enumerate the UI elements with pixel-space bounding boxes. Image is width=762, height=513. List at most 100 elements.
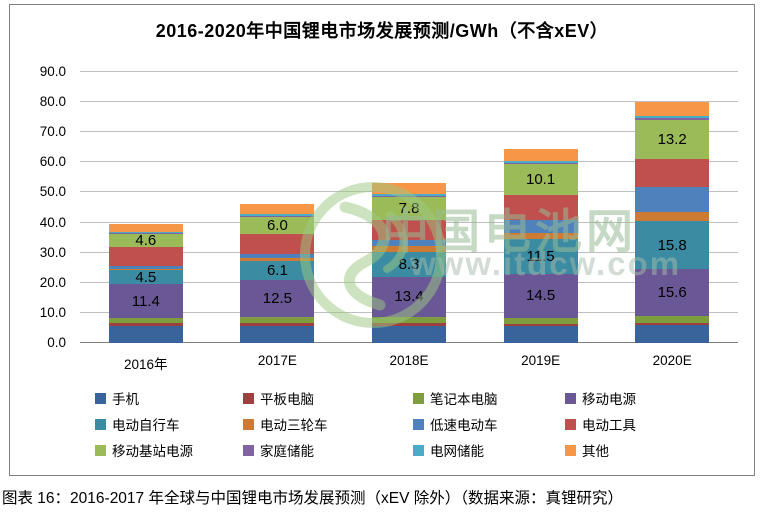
legend-item: 电动三轮车 [243,411,413,437]
legend-label: 手机 [112,392,139,407]
bar-segment [108,247,183,266]
bar-segment: 12.5 [240,279,315,318]
bar-segment [635,115,710,119]
legend-label: 笔记本电脑 [430,392,498,407]
legend-swatch [565,444,576,456]
bar-segment [372,326,446,343]
legend-label: 移动电源 [582,392,636,407]
gridline [80,71,738,72]
legend-item: 移动电源 [565,385,705,411]
y-axis-tick-label: 80.0 [39,94,66,110]
bar-segment [240,258,315,262]
y-axis-tick-label: 0.0 [47,335,66,350]
legend-swatch [95,418,106,430]
bar-segment: 4.6 [108,231,183,249]
legend-swatch [565,392,576,404]
bar-2016年: 11.4 4.5 4.6 [108,223,183,343]
gridline [80,161,738,163]
bar-segment: 8.3 [372,251,446,277]
bar-2018E: 13.4 8.3 7.8 [372,182,446,343]
bar-segment [503,233,578,240]
bar-2019E: 14.5 11.5 10.1 [503,149,578,343]
legend-item: 电网储能 [413,437,565,463]
bar-segment [240,323,315,327]
bar-segment [108,223,183,232]
x-axis-label: 2017E [257,353,297,368]
bar-segment [503,317,578,324]
gridline [80,131,738,133]
legend-item: 低速电动车 [413,411,565,437]
legend-label: 电动三轮车 [260,418,328,433]
bar-segment [240,234,315,254]
bar-segment [108,268,183,271]
bar-value-label: 4.6 [135,231,157,249]
bar-segment: 6.0 [240,216,315,235]
bar-segment [635,118,710,120]
bar-segment [240,253,315,259]
bar-segment [240,317,315,324]
bar-segment [635,322,710,325]
bar-2020E: 15.6 15.8 13.2 [635,102,710,343]
bar-value-label: 7.8 [398,199,420,217]
bar-segment: 6.1 [240,261,315,280]
bar-segment [108,326,183,343]
bar-value-label: 15.8 [657,236,687,254]
bar-value-label: 6.0 [266,216,288,234]
bar-value-label: 15.6 [657,283,687,301]
bar-segment [108,231,183,234]
legend-swatch [243,418,254,430]
bar-segment [503,160,578,163]
y-axis-tick-label: 30.0 [39,244,66,260]
bar-segment [372,323,446,327]
bar-segment [372,195,446,197]
legend-label: 平板电脑 [260,392,314,407]
chart-title: 2016-2020年中国锂电市场发展预测/GWh（不含xEV） [155,21,609,41]
bar-segment: 13.4 [372,276,446,318]
legend-swatch [243,392,254,404]
legend-label: 家庭储能 [260,444,314,459]
bar-segment [503,219,578,234]
legend-swatch [565,418,576,430]
legend: 手机 平板电脑 笔记本电脑 移动电源 电动自行车 电动三轮车 低速电动车 电动工具 移动基站电源… [95,385,705,463]
bar-segment [503,162,578,165]
legend-swatch [95,444,106,456]
legend-label: 电网储能 [430,444,484,459]
bar-value-label: 6.1 [266,262,288,280]
legend-label: 移动基站电源 [112,444,193,459]
bar-value-label: 12.5 [262,290,292,308]
x-axis-label: 2019E [521,353,561,368]
legend-item: 其他 [565,437,705,463]
y-axis-tick-label: 10.0 [39,304,66,320]
legend-label: 电动工具 [582,418,636,433]
bar-segment [372,239,446,246]
bar-value-label: 4.5 [135,268,157,286]
bar-segment [240,214,315,216]
legend-swatch [243,444,254,456]
y-axis-tick-label: 40.0 [39,214,66,230]
bar-segment [108,318,183,323]
legend-item: 移动基站电源 [95,437,243,463]
bar-value-label: 13.2 [657,131,687,148]
bar-segment [372,194,446,196]
x-axis-label: 2020E [652,353,692,368]
bar-segment [372,245,446,252]
bar-segment: 15.8 [635,221,710,269]
legend-swatch [413,418,424,430]
bar-segment [240,326,315,343]
bar-segment: 15.6 [635,268,710,316]
legend-swatch [95,392,106,404]
bar-value-label: 11.4 [131,292,160,310]
bar-segment [503,326,578,343]
bar-segment [372,220,446,240]
y-axis-tick-label: 50.0 [39,184,66,200]
y-axis-tick-label: 70.0 [39,124,66,140]
bar-segment [372,317,446,324]
bar-2017E: 12.5 6.1 6.0 [240,203,315,343]
legend-item: 笔记本电脑 [413,385,565,411]
bar-segment: 4.5 [108,268,183,286]
legend-label: 低速电动车 [430,418,498,433]
legend-item: 电动工具 [565,411,705,437]
bar-segment: 7.8 [372,196,446,221]
bar-segment [635,159,710,188]
bar-segment [635,102,710,116]
